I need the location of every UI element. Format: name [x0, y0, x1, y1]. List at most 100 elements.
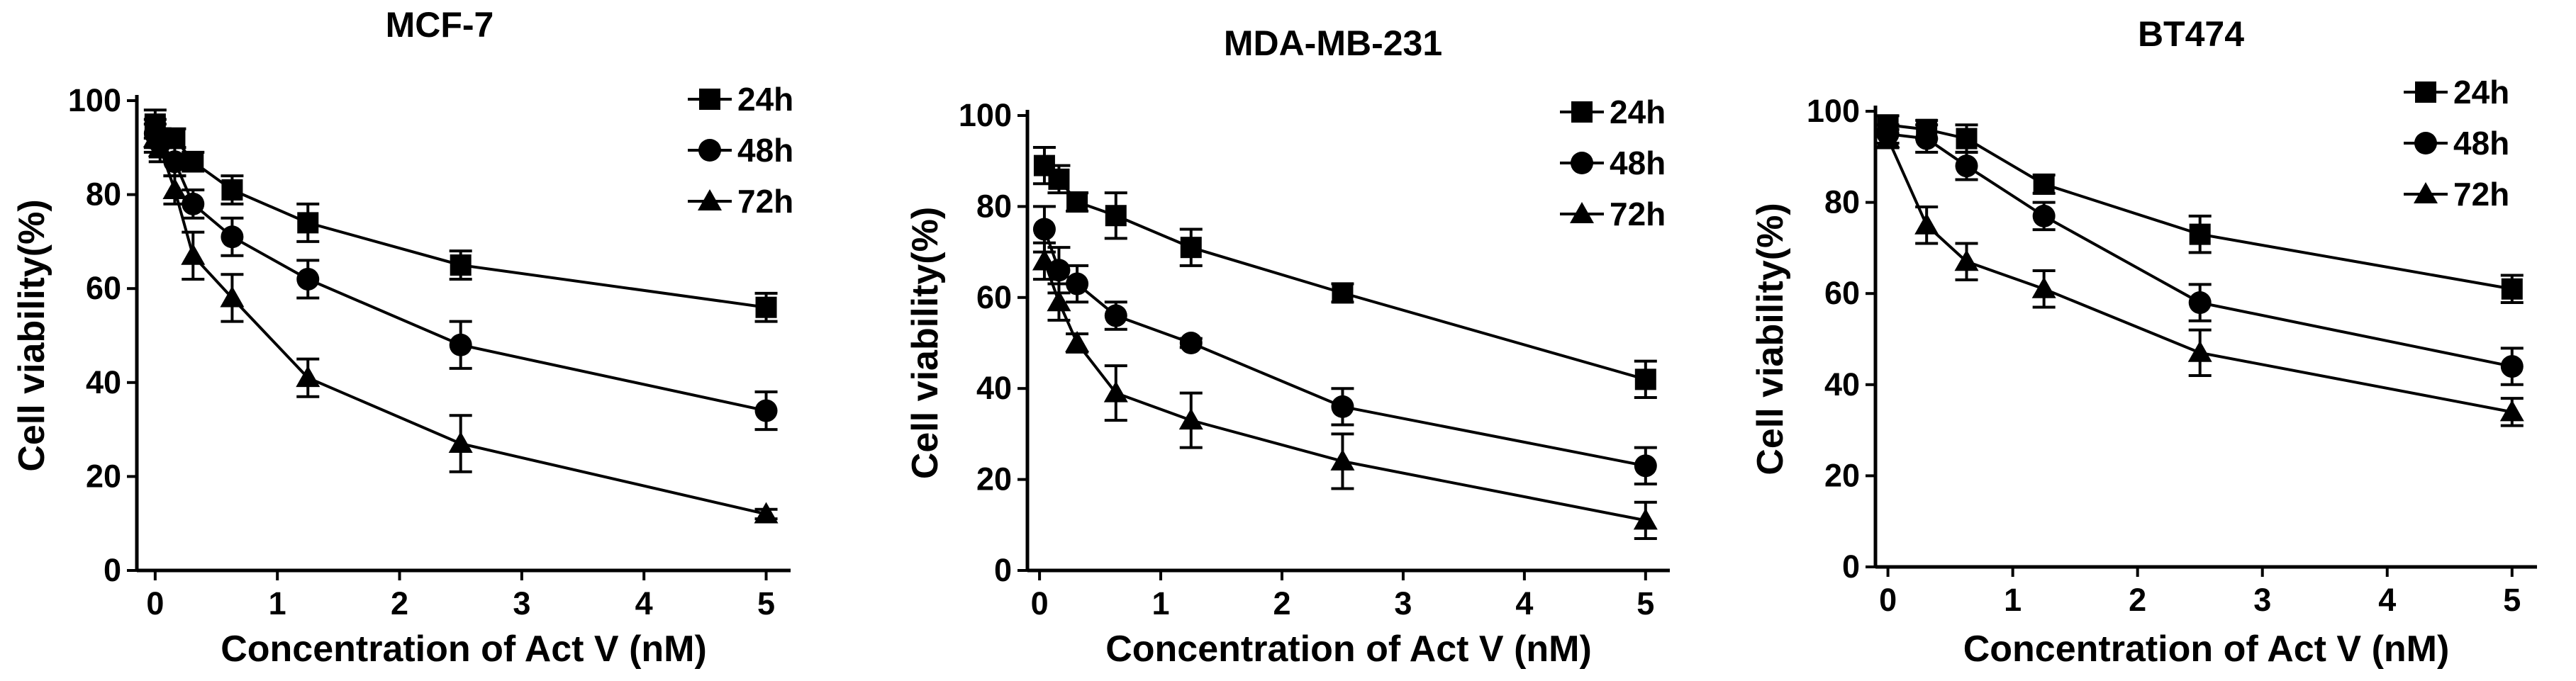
series-48h [1032, 205, 1657, 486]
series-72h [1032, 241, 1658, 541]
y-tick-label: 20 [1824, 457, 1860, 493]
chart-title: MDA-MB-231 [1224, 23, 1442, 63]
data-point-72h [1178, 408, 1203, 430]
data-point-72h [1032, 249, 1056, 271]
data-point-48h [296, 267, 320, 291]
x-tick-label: 5 [757, 585, 775, 621]
data-point-48h [1066, 272, 1089, 296]
y-tick-label: 20 [86, 458, 121, 494]
series-line-72h [1886, 137, 2513, 414]
data-point-72h [296, 366, 320, 388]
legend-label-48h: 48h [1610, 145, 1666, 181]
legend-label-72h: 72h [1610, 196, 1666, 232]
x-axis-label: Concentration of Act V (nM) [221, 629, 707, 670]
series-48h [1876, 123, 2524, 386]
y-tick-label: 80 [976, 188, 1012, 224]
x-tick-label: 4 [635, 585, 653, 621]
data-point-24h [450, 254, 472, 276]
data-point-48h [182, 192, 205, 215]
x-tick-label: 5 [1637, 585, 1654, 621]
chart-panel-2: MDA-MB-231 0 20 40 60 80 100 0 1 2 3 4 5 Concentratio… [905, 23, 1670, 670]
data-point-72h [2499, 400, 2524, 422]
x-tick-label: 4 [2378, 582, 2396, 618]
series-line-24h [1043, 164, 1646, 381]
series-line-48h [1043, 228, 1646, 468]
data-point-24h [1180, 237, 1202, 259]
chart-panel-1: MCF-7 0 20 40 60 80 100 0 1 2 3 4 5 Concentration of … [11, 5, 793, 670]
x-tick-label: 3 [513, 585, 530, 621]
x-tick-label: 3 [2253, 582, 2271, 618]
legend-marker-72h [1570, 202, 1594, 223]
legend-marker-24h [699, 89, 720, 110]
y-tick-label: 20 [976, 461, 1012, 497]
y-tick-label: 100 [1807, 93, 1860, 129]
data-point-72h [1633, 508, 1658, 530]
legend-marker-72h [2414, 182, 2438, 203]
y-tick-label: 80 [86, 176, 121, 213]
legend-marker-48h [1571, 152, 1593, 174]
data-point-24h [1048, 168, 1070, 190]
series-72h [143, 123, 779, 524]
data-point-24h [755, 296, 777, 318]
data-point-72h [2187, 340, 2212, 362]
data-point-72h [162, 177, 187, 199]
y-tick-label: 100 [959, 97, 1012, 133]
legend-label-24h: 24h [737, 81, 793, 118]
data-point-24h [1332, 282, 1354, 304]
data-point-48h [1634, 454, 1657, 478]
data-point-24h [221, 179, 243, 201]
data-point-72h [220, 286, 245, 308]
data-point-72h [1103, 381, 1128, 403]
series-24h [143, 108, 778, 323]
chart-panel-3: BT474 0 20 40 60 80 100 0 1 2 3 4 5 Concentration of … [1750, 14, 2537, 670]
legend-marker-48h [2414, 132, 2437, 154]
y-tick-label: 60 [86, 270, 121, 306]
data-point-72h [1047, 290, 1071, 312]
data-point-24h [2501, 278, 2523, 300]
data-point-48h [1955, 154, 1978, 178]
y-tick-label: 0 [994, 552, 1012, 588]
chart-title: BT474 [2138, 14, 2244, 54]
legend-label-24h: 24h [2453, 74, 2509, 111]
data-point-48h [1047, 259, 1071, 282]
legend-label-72h: 72h [2453, 176, 2509, 213]
data-point-72h [1330, 449, 1355, 471]
x-tick-label: 4 [1515, 585, 1533, 621]
data-point-72h [754, 502, 779, 524]
legend-label-48h: 48h [737, 132, 793, 169]
y-tick-label: 60 [976, 279, 1012, 315]
data-point-48h [2032, 204, 2056, 227]
data-point-24h [297, 212, 319, 234]
y-axis-label: Cell viability(%) [1750, 203, 1791, 475]
x-tick-label: 0 [1879, 582, 1897, 618]
y-axis-label: Cell viability(%) [905, 207, 946, 479]
legend-marker-48h [698, 139, 721, 162]
chart-title: MCF-7 [386, 5, 494, 45]
data-point-24h [1634, 368, 1656, 390]
x-tick-label: 2 [1273, 585, 1290, 621]
y-tick-label: 40 [976, 370, 1012, 406]
data-point-48h [221, 225, 244, 249]
x-axis-label: Concentration of Act V (nM) [1963, 629, 2450, 670]
data-point-72h [147, 135, 172, 157]
x-tick-label: 1 [269, 585, 286, 621]
data-point-72h [1914, 213, 1939, 235]
data-point-72h [181, 243, 206, 265]
y-tick-label: 100 [68, 82, 121, 118]
x-tick-label: 1 [1152, 585, 1170, 621]
data-point-48h [1104, 304, 1127, 327]
y-axis-label: Cell viability(%) [11, 199, 52, 471]
data-point-72h [1954, 249, 1979, 271]
data-point-24h [1105, 205, 1127, 227]
data-point-72h [2031, 276, 2056, 298]
x-tick-label: 3 [1394, 585, 1412, 621]
data-point-48h [2188, 291, 2212, 315]
data-point-24h [2033, 173, 2055, 195]
data-point-48h [1331, 395, 1354, 418]
data-point-24h [2189, 223, 2211, 245]
series-24h [1032, 145, 1657, 400]
data-point-48h [1915, 127, 1939, 150]
x-axis-label: Concentration of Act V (nM) [1105, 629, 1592, 670]
data-point-72h [1875, 126, 1900, 148]
